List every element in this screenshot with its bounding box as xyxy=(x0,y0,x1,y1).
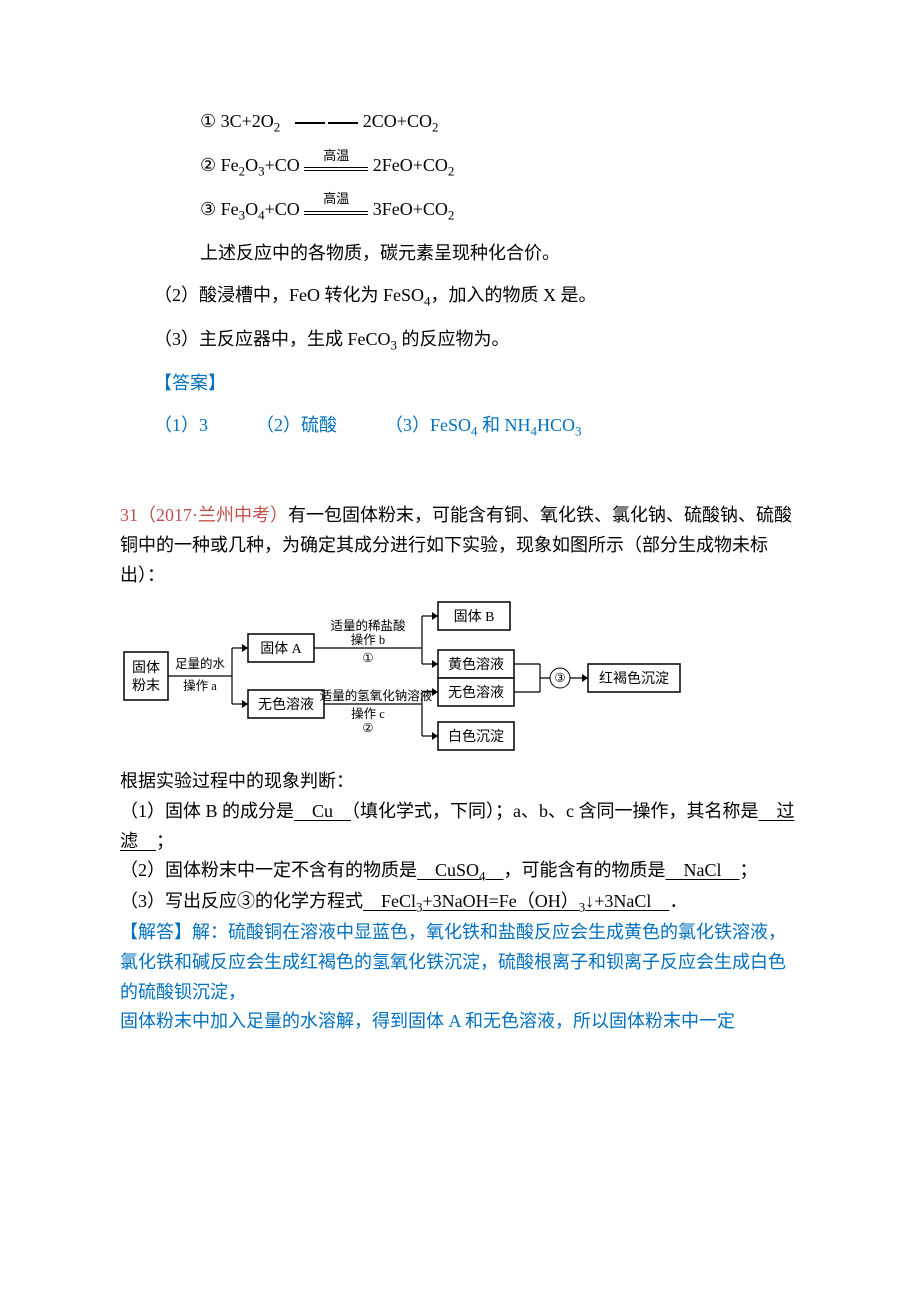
svg-text:②: ② xyxy=(362,721,373,735)
question-31: 31（2017·兰州中考）有一包固体粉末，可能含有铜、氧化铁、氯化钠、硫酸钠、硫… xyxy=(120,501,800,590)
answer-3: （3）FeSO4 和 NH4HCO3 xyxy=(385,409,581,443)
svg-text:③: ③ xyxy=(554,671,565,685)
svg-text:操作 a: 操作 a xyxy=(183,678,217,693)
eq1-post: 2CO+CO xyxy=(363,111,432,131)
part-1: （1）固体 B 的成分是 Cu （填化学式，下同）；a、b、c 含同一操作，其名… xyxy=(120,797,800,856)
question-3: （3）主反应器中，生成 FeCO3 的反应物为。 xyxy=(120,323,800,357)
eq1-pre: ① 3C+2O xyxy=(200,111,274,131)
svg-text:固体: 固体 xyxy=(132,660,160,676)
equation-1: ① 3C+2O2 2CO+CO2 xyxy=(120,105,800,139)
answer-label: 【答案】 xyxy=(120,367,800,399)
q31-num: 31 xyxy=(120,505,138,525)
answer-row: （1）3 （2）硫酸 （3）FeSO4 和 NH4HCO3 xyxy=(120,409,800,443)
explain-1: 【解答】解：硫酸铜在溶液中显蓝色，氧化铁和盐酸反应会生成黄色的氯化铁溶液，氯化铁… xyxy=(120,918,800,1007)
post-diagram-text: 根据实验过程中的现象判断： xyxy=(120,767,800,797)
eq3-post: 3FeO+CO xyxy=(373,199,448,219)
svg-text:操作 c: 操作 c xyxy=(351,706,385,721)
svg-text:红褐色沉淀: 红褐色沉淀 xyxy=(599,670,669,687)
answer-2: （2）硫酸 xyxy=(256,409,337,443)
svg-text:固体 A: 固体 A xyxy=(260,641,302,657)
eq2-post: 2FeO+CO xyxy=(373,155,448,175)
eq3-pre: ③ Fe xyxy=(200,199,239,219)
svg-text:固体 B: 固体 B xyxy=(454,609,495,625)
eq3-anno: 高温 xyxy=(323,187,349,210)
q31-source: （2017·兰州中考） xyxy=(138,505,288,525)
explain-2: 固体粉末中加入足量的水溶解，得到固体 A 和无色溶液，所以固体粉末中一定 xyxy=(120,1007,800,1037)
eq2-pre: ② Fe xyxy=(200,155,239,175)
svg-text:无色溶液: 无色溶液 xyxy=(258,696,314,713)
eq2-anno: 高温 xyxy=(323,144,349,167)
part-3: （3）写出反应③的化学方程式 FeCl3+3NaOH=Fe（OH）3↓+3NaC… xyxy=(120,887,800,918)
svg-text:无色溶液: 无色溶液 xyxy=(448,684,504,701)
svg-text:足量的水: 足量的水 xyxy=(175,656,226,671)
svg-text:①: ① xyxy=(362,651,373,665)
experiment-diagram: 固体 粉末 足量的水 操作 a 固体 A 无色溶液 适量的稀盐酸 操作 b ① … xyxy=(120,596,800,761)
part-2: （2）固体粉末中一定不含有的物质是 CuSO4 ，可能含有的物质是 NaCl ； xyxy=(120,856,800,887)
svg-text:黄色溶液: 黄色溶液 xyxy=(448,656,504,673)
answer-1: （1）3 xyxy=(154,409,208,443)
svg-text:操作 b: 操作 b xyxy=(351,632,385,647)
svg-text:粉末: 粉末 xyxy=(132,678,160,694)
svg-text:适量的氢氧化钠溶液: 适量的氢氧化钠溶液 xyxy=(320,688,433,703)
svg-text:白色沉淀: 白色沉淀 xyxy=(448,728,504,745)
equation-3: ③ Fe3O4+CO 高温 3FeO+CO2 xyxy=(120,193,800,227)
equation-2: ② Fe2O3+CO 高温 2FeO+CO2 xyxy=(120,149,800,183)
question-1: 上述反应中的各物质，碳元素呈现种化合价。 xyxy=(120,237,800,269)
question-2: （2）酸浸槽中，FeO 转化为 FeSO4，加入的物质 X 是。 xyxy=(120,279,800,313)
svg-text:适量的稀盐酸: 适量的稀盐酸 xyxy=(330,618,406,633)
